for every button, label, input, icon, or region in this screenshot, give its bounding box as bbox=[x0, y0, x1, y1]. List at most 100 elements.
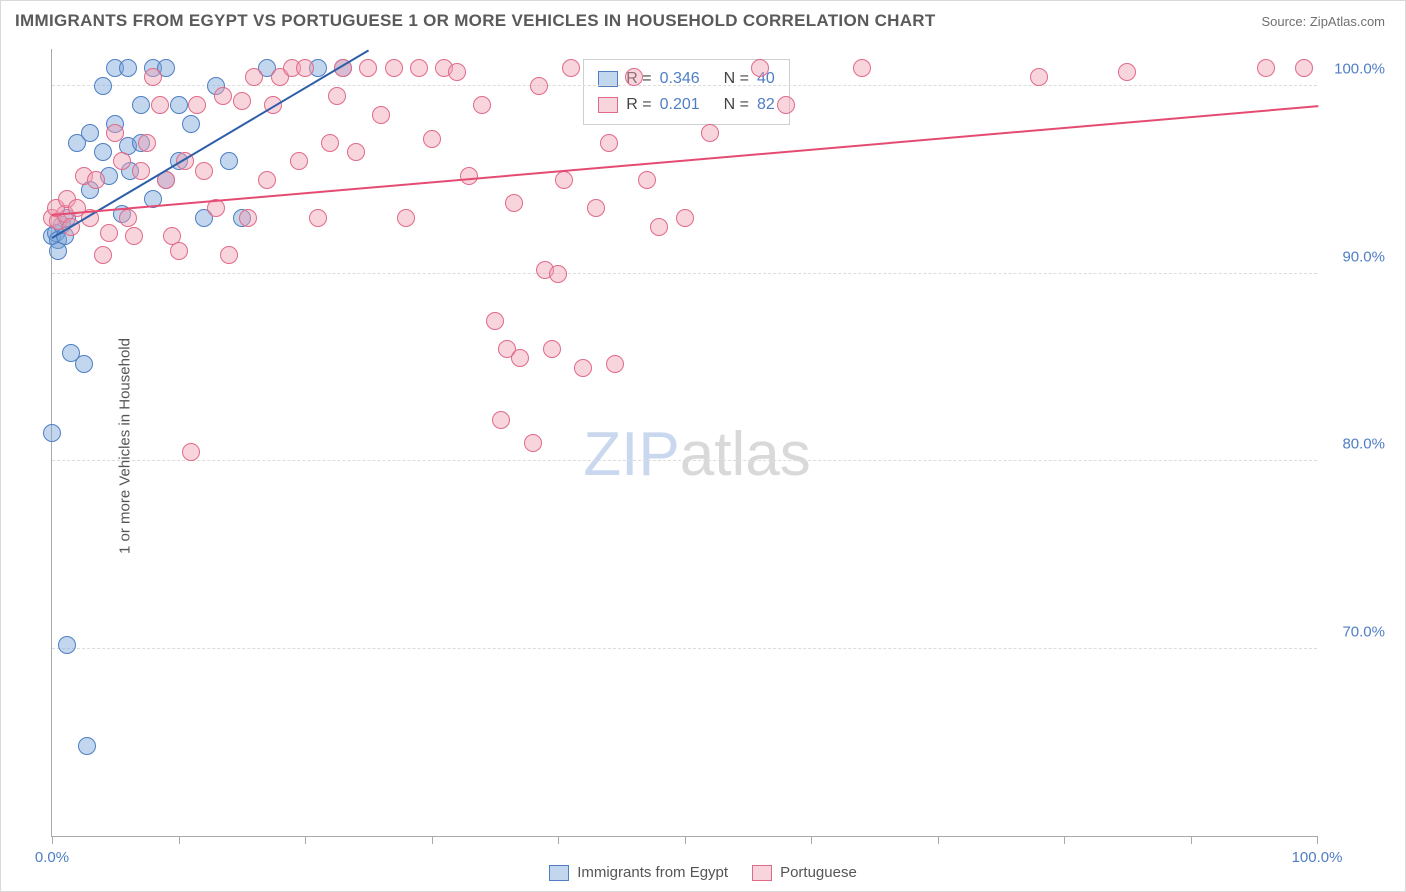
scatter-point-portuguese bbox=[397, 209, 415, 227]
plot-wrapper: ZIPatlas R =0.346N =40R =0.201N =82 70.0… bbox=[51, 49, 1391, 837]
y-tick-label: 90.0% bbox=[1342, 248, 1385, 265]
header-row: IMMIGRANTS FROM EGYPT VS PORTUGUESE 1 OR… bbox=[1, 1, 1405, 37]
scatter-point-portuguese bbox=[460, 167, 478, 185]
y-tick-label: 80.0% bbox=[1342, 436, 1385, 453]
legend-item-egypt: Immigrants from Egypt bbox=[549, 864, 728, 881]
stats-row-portuguese: R = 0.201 N = 82 bbox=[598, 92, 774, 118]
scatter-point-portuguese bbox=[195, 162, 213, 180]
scatter-point-portuguese bbox=[492, 411, 510, 429]
scatter-point-egypt bbox=[132, 96, 150, 114]
scatter-point-portuguese bbox=[574, 359, 592, 377]
scatter-point-portuguese bbox=[625, 68, 643, 86]
scatter-point-portuguese bbox=[372, 106, 390, 124]
scatter-point-portuguese bbox=[473, 96, 491, 114]
scatter-point-portuguese bbox=[543, 340, 561, 358]
scatter-point-portuguese bbox=[106, 124, 124, 142]
scatter-point-portuguese bbox=[296, 59, 314, 77]
scatter-point-egypt bbox=[43, 424, 61, 442]
scatter-point-portuguese bbox=[676, 209, 694, 227]
scatter-point-portuguese bbox=[448, 63, 466, 81]
watermark: ZIPatlas bbox=[583, 419, 810, 490]
watermark-atlas: atlas bbox=[680, 420, 811, 489]
scatter-point-egypt bbox=[182, 115, 200, 133]
scatter-point-portuguese bbox=[188, 96, 206, 114]
x-tick bbox=[1317, 836, 1318, 844]
scatter-point-portuguese bbox=[587, 199, 605, 217]
scatter-point-egypt bbox=[58, 636, 76, 654]
scatter-point-portuguese bbox=[170, 242, 188, 260]
scatter-point-portuguese bbox=[125, 227, 143, 245]
gridline-h bbox=[52, 460, 1317, 461]
scatter-point-portuguese bbox=[239, 209, 257, 227]
legend-swatch-portuguese bbox=[598, 97, 618, 113]
x-tick bbox=[1064, 836, 1065, 844]
scatter-point-portuguese bbox=[410, 59, 428, 77]
stats-n-value: 82 bbox=[757, 92, 775, 118]
scatter-point-portuguese bbox=[549, 265, 567, 283]
plot-area: ZIPatlas R =0.346N =40R =0.201N =82 70.0… bbox=[51, 49, 1317, 837]
x-tick bbox=[52, 836, 53, 844]
scatter-point-portuguese bbox=[650, 218, 668, 236]
legend-swatch-portuguese bbox=[752, 865, 772, 881]
scatter-point-portuguese bbox=[328, 87, 346, 105]
scatter-point-portuguese bbox=[144, 68, 162, 86]
scatter-point-portuguese bbox=[359, 59, 377, 77]
stats-r-value: 0.201 bbox=[660, 92, 716, 118]
scatter-point-portuguese bbox=[751, 59, 769, 77]
scatter-point-egypt bbox=[75, 355, 93, 373]
chart-container: IMMIGRANTS FROM EGYPT VS PORTUGUESE 1 OR… bbox=[0, 0, 1406, 892]
scatter-point-portuguese bbox=[385, 59, 403, 77]
stats-r-label: R = bbox=[626, 92, 651, 118]
legend-label-egypt: Immigrants from Egypt bbox=[577, 864, 728, 881]
scatter-point-portuguese bbox=[606, 355, 624, 373]
x-tick bbox=[432, 836, 433, 844]
scatter-point-portuguese bbox=[638, 171, 656, 189]
y-tick-label: 100.0% bbox=[1334, 61, 1385, 78]
x-tick bbox=[811, 836, 812, 844]
scatter-point-portuguese bbox=[290, 152, 308, 170]
scatter-point-portuguese bbox=[853, 59, 871, 77]
scatter-point-egypt bbox=[81, 124, 99, 142]
scatter-point-egypt bbox=[94, 77, 112, 95]
scatter-point-portuguese bbox=[113, 152, 131, 170]
x-tick bbox=[685, 836, 686, 844]
scatter-point-portuguese bbox=[505, 194, 523, 212]
legend-label-portuguese: Portuguese bbox=[780, 864, 857, 881]
scatter-point-portuguese bbox=[138, 134, 156, 152]
scatter-point-portuguese bbox=[119, 209, 137, 227]
watermark-zip: ZIP bbox=[583, 420, 679, 489]
x-tick bbox=[179, 836, 180, 844]
bottom-legend: Immigrants from Egypt Portuguese bbox=[1, 864, 1405, 881]
chart-title: IMMIGRANTS FROM EGYPT VS PORTUGUESE 1 OR… bbox=[15, 11, 936, 31]
scatter-point-portuguese bbox=[701, 124, 719, 142]
scatter-point-portuguese bbox=[347, 143, 365, 161]
scatter-point-portuguese bbox=[486, 312, 504, 330]
scatter-point-portuguese bbox=[258, 171, 276, 189]
scatter-point-egypt bbox=[78, 737, 96, 755]
legend-item-portuguese: Portuguese bbox=[752, 864, 857, 881]
scatter-point-portuguese bbox=[94, 246, 112, 264]
scatter-point-portuguese bbox=[562, 59, 580, 77]
legend-swatch-egypt bbox=[549, 865, 569, 881]
scatter-point-portuguese bbox=[511, 349, 529, 367]
scatter-point-portuguese bbox=[1030, 68, 1048, 86]
scatter-point-portuguese bbox=[555, 171, 573, 189]
x-tick bbox=[1191, 836, 1192, 844]
scatter-point-portuguese bbox=[777, 96, 795, 114]
scatter-point-egypt bbox=[94, 143, 112, 161]
gridline-h bbox=[52, 648, 1317, 649]
scatter-point-portuguese bbox=[214, 87, 232, 105]
x-tick bbox=[305, 836, 306, 844]
scatter-point-portuguese bbox=[245, 68, 263, 86]
scatter-point-portuguese bbox=[1118, 63, 1136, 81]
scatter-point-portuguese bbox=[100, 224, 118, 242]
x-tick bbox=[558, 836, 559, 844]
source-label: Source: ZipAtlas.com bbox=[1261, 14, 1385, 29]
scatter-point-portuguese bbox=[321, 134, 339, 152]
scatter-point-egypt bbox=[119, 59, 137, 77]
scatter-point-portuguese bbox=[132, 162, 150, 180]
stats-r-value: 0.346 bbox=[660, 66, 716, 92]
scatter-point-egypt bbox=[170, 96, 188, 114]
gridline-h bbox=[52, 85, 1317, 86]
stats-n-label: N = bbox=[724, 92, 749, 118]
